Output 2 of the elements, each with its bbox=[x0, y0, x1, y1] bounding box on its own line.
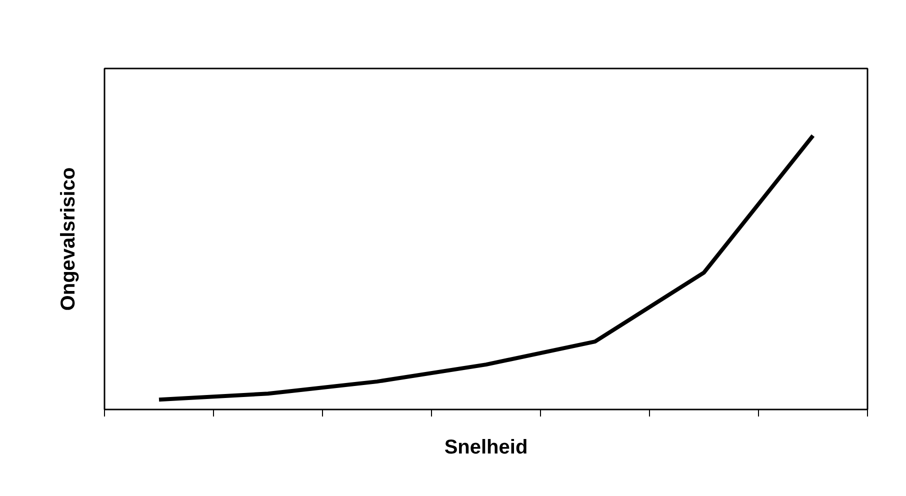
y-axis-title: Ongevalsrisico bbox=[58, 167, 80, 311]
x-axis-title: Snelheid bbox=[444, 436, 528, 458]
